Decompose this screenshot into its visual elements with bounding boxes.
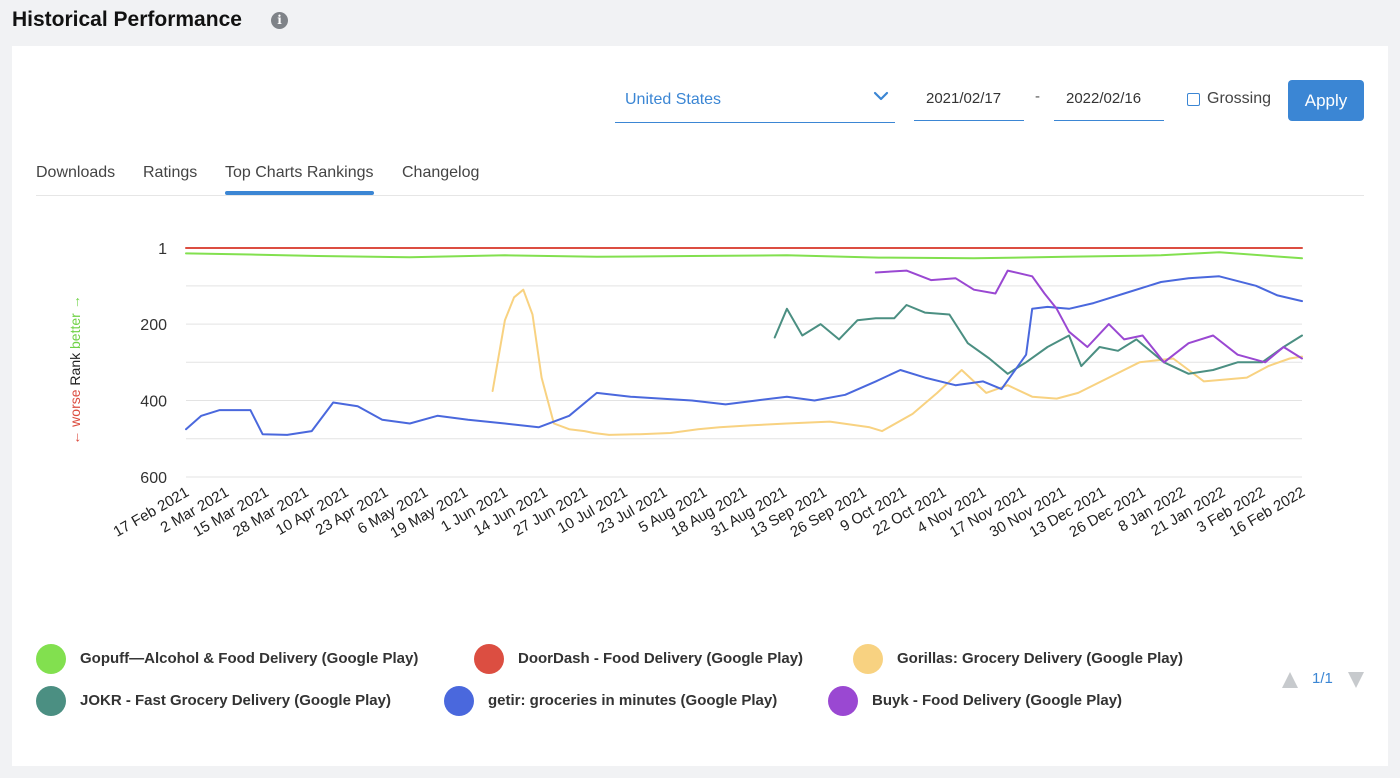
info-icon[interactable]: i [271, 12, 288, 29]
legend-label: DoorDash - Food Delivery (Google Play) [518, 650, 804, 667]
legend-swatch [36, 686, 66, 716]
series-line-4 [185, 275, 1303, 436]
country-value: United States [625, 91, 722, 108]
pager-text: 1/1 [1312, 670, 1333, 687]
date-from-field[interactable]: 2021/02/17 [914, 76, 1024, 121]
chart-card [12, 46, 1388, 766]
y-axis-label-part: Rank [67, 349, 83, 389]
grossing-checkbox[interactable] [1187, 93, 1200, 106]
date-separator: - [1035, 88, 1040, 105]
chevron-down-icon [873, 91, 889, 101]
tab-ratings[interactable]: Ratings [143, 164, 198, 181]
legend-swatch [474, 644, 504, 674]
legend-label: Gopuff—Alcohol & Food Delivery (Google P… [80, 650, 419, 667]
legend-swatch [828, 686, 858, 716]
y-axis-label-part: ← worse [67, 389, 83, 444]
legend-label: Gorillas: Grocery Delivery (Google Play) [897, 650, 1183, 667]
legend-label: JOKR - Fast Grocery Delivery (Google Pla… [80, 692, 391, 709]
pager-down-icon[interactable] [1348, 672, 1364, 688]
tab-top-charts-rankings[interactable]: Top Charts Rankings [225, 164, 374, 195]
legend-label: Buyk - Food Delivery (Google Play) [872, 692, 1123, 709]
country-dropdown[interactable]: United States [615, 76, 895, 123]
tab-changelog[interactable]: Changelog [402, 164, 480, 181]
legend-swatch [36, 644, 66, 674]
y-tick-label: 200 [140, 317, 167, 334]
grossing-label: Grossing [1207, 90, 1272, 107]
legend-swatch [444, 686, 474, 716]
date-from-value: 2021/02/17 [926, 90, 1002, 107]
page-title: Historical Performance [12, 8, 242, 31]
y-axis-label: ← worse Rank better → [67, 295, 83, 444]
apply-button[interactable]: Apply [1288, 80, 1364, 121]
legend-swatch [853, 644, 883, 674]
date-to-value: 2022/02/16 [1066, 90, 1142, 107]
y-tick-label: 400 [140, 394, 167, 411]
y-tick-label: 600 [140, 470, 167, 487]
y-axis-label-part: better → [67, 295, 83, 349]
legend-label: getir: groceries in minutes (Google Play… [488, 692, 778, 709]
tab-downloads[interactable]: Downloads [36, 164, 116, 181]
date-to-field[interactable]: 2022/02/16 [1054, 76, 1164, 121]
series-line-3 [773, 304, 1303, 375]
y-tick-label: 1 [158, 241, 167, 258]
pager-up-icon[interactable] [1282, 672, 1298, 688]
tab-bar: Downloads Ratings Top Charts Rankings Ch… [36, 160, 1364, 196]
series-line-5 [874, 269, 1303, 364]
series-line-2 [491, 288, 1303, 436]
series-line-0 [185, 251, 1303, 260]
